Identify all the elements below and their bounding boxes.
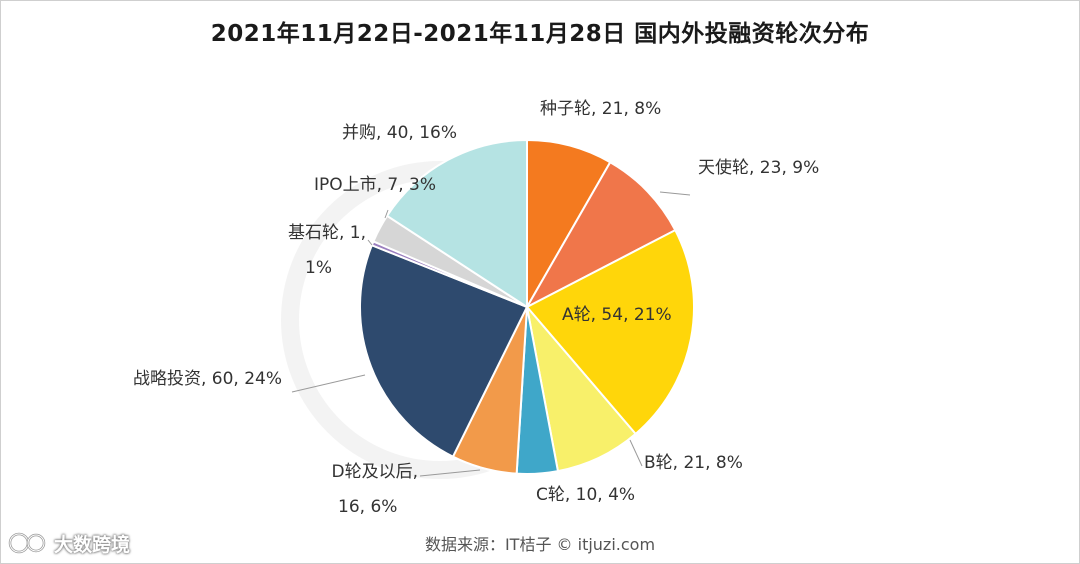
pie-slice (385, 138, 528, 309)
data-source-note: 数据来源：IT桔子 © itjuzi.com (424, 535, 656, 554)
chart-title: 2021年11月22日-2021年11月28日 国内外投融资轮次分布 (210, 21, 870, 47)
brand-logo: 大数跨境 (8, 531, 131, 556)
pie-slice (525, 303, 637, 473)
slice-label: 战略投资, 60, 24% (133, 369, 282, 389)
leader-line (419, 469, 481, 477)
pie-slice (524, 160, 677, 310)
pie-slice (526, 138, 612, 311)
leader-line (367, 239, 373, 246)
pie-slice (358, 243, 529, 459)
slice-label: 种子轮, 21, 8% (540, 99, 661, 119)
leader-line (291, 374, 366, 393)
slice-label: 基石轮, 1, 1% (288, 223, 366, 278)
leader-line (384, 209, 389, 219)
brand-icon (8, 532, 46, 554)
slice-label: A轮, 54, 21% (562, 305, 672, 325)
brand-name: 大数跨境 (54, 533, 131, 556)
slice-label: D轮及以后, 16, 6% (332, 462, 419, 517)
slice-label: C轮, 10, 4% (536, 485, 635, 505)
slice-label: B轮, 21, 8% (644, 453, 743, 473)
slice-label: IPO上市, 7, 3% (314, 175, 436, 195)
slice-label: 天使轮, 23, 9% (698, 157, 819, 178)
leader-line (629, 439, 643, 467)
leader-line (659, 191, 691, 196)
slice-label: 并购, 40, 16% (342, 123, 457, 143)
pie-slice (525, 228, 695, 436)
